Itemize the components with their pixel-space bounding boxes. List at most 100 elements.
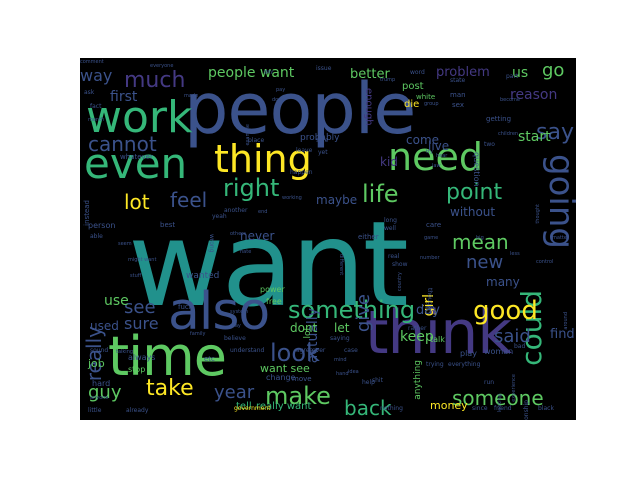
word: used xyxy=(90,319,119,333)
word: yeah xyxy=(212,213,227,220)
word: group xyxy=(424,101,439,107)
word: hard xyxy=(92,379,111,388)
word: working xyxy=(282,195,302,201)
word: system xyxy=(230,309,249,315)
word: happen xyxy=(290,169,313,176)
word: thought xyxy=(535,204,541,224)
word: matter xyxy=(552,235,569,241)
word: may xyxy=(230,323,241,329)
word: law xyxy=(432,163,441,169)
word: two xyxy=(484,141,495,148)
word: hand xyxy=(336,371,349,377)
word: people want xyxy=(208,65,295,81)
word: state xyxy=(450,77,466,84)
word: run xyxy=(484,379,495,386)
word: bad xyxy=(514,343,526,350)
word: point xyxy=(446,180,503,205)
word: little xyxy=(88,407,102,414)
word-cloud: want people think time also work even ne… xyxy=(80,58,576,420)
word: another xyxy=(224,207,248,214)
word: rather xyxy=(408,325,427,332)
word: etc xyxy=(204,355,215,363)
word: year xyxy=(214,382,255,403)
word: question xyxy=(472,152,481,187)
word: getting xyxy=(486,115,512,123)
word: first xyxy=(110,89,138,105)
word: tell xyxy=(236,401,252,412)
word: instead xyxy=(83,200,91,226)
word: many xyxy=(486,275,520,289)
word: man xyxy=(450,91,466,99)
word: keep xyxy=(400,329,434,345)
word: agree xyxy=(296,347,314,354)
word: control xyxy=(536,259,554,265)
word: everyone xyxy=(150,63,174,69)
word: word xyxy=(410,69,425,76)
word: might want xyxy=(128,257,157,263)
word: us xyxy=(512,65,529,81)
word: post xyxy=(402,81,424,92)
word: good xyxy=(473,296,538,326)
word: try xyxy=(426,149,433,155)
word: looking xyxy=(497,394,503,413)
word: work xyxy=(86,92,193,143)
word: idea xyxy=(348,369,359,375)
word: less xyxy=(510,251,520,257)
word: die xyxy=(404,99,420,110)
word: trying xyxy=(426,361,444,368)
word: time xyxy=(108,325,227,388)
word: say xyxy=(536,120,574,145)
word: really want xyxy=(256,401,312,412)
word: show xyxy=(392,261,408,268)
word: anything xyxy=(413,360,423,400)
word: want see xyxy=(260,362,310,375)
word: around xyxy=(563,312,569,330)
word: thing xyxy=(214,137,312,181)
word: become xyxy=(500,97,521,103)
word: mind xyxy=(334,357,347,363)
word: experience xyxy=(511,374,517,402)
word: whatever xyxy=(120,153,153,161)
word: seem xyxy=(118,241,132,247)
word: free xyxy=(266,297,282,306)
word: stop xyxy=(128,365,146,374)
word: month xyxy=(88,117,105,123)
word: big xyxy=(476,235,484,241)
word: ask xyxy=(84,89,95,96)
word: better xyxy=(350,67,390,82)
word: job xyxy=(88,357,105,370)
word: day xyxy=(416,303,440,318)
word: reason xyxy=(510,87,558,103)
word: relationship xyxy=(523,400,530,420)
word: black xyxy=(538,405,554,412)
word: probably xyxy=(300,133,340,143)
word: never xyxy=(240,229,275,243)
word: talking xyxy=(116,349,134,355)
word: change xyxy=(266,373,296,382)
word: government xyxy=(234,405,271,412)
word: best xyxy=(160,221,176,229)
word: place xyxy=(248,137,265,144)
word: sound xyxy=(90,347,109,354)
word: life xyxy=(362,180,399,208)
word: give xyxy=(353,294,374,333)
word: lot xyxy=(124,190,150,214)
word: done xyxy=(272,97,285,103)
word: lol xyxy=(303,328,313,339)
word: come xyxy=(406,133,440,147)
word: example xyxy=(245,124,251,146)
word: issue xyxy=(316,65,332,72)
word: much xyxy=(124,68,186,93)
word: children xyxy=(498,131,519,137)
word: find xyxy=(550,327,575,342)
word: person xyxy=(88,221,116,230)
word: look xyxy=(270,339,320,367)
word: care xyxy=(426,221,442,229)
word: feel xyxy=(170,188,208,212)
word: maybe xyxy=(316,193,358,207)
word: said xyxy=(494,326,531,347)
word: make xyxy=(265,382,331,410)
word: able xyxy=(90,233,103,240)
word: everything xyxy=(448,361,481,368)
word: comment xyxy=(80,59,104,65)
